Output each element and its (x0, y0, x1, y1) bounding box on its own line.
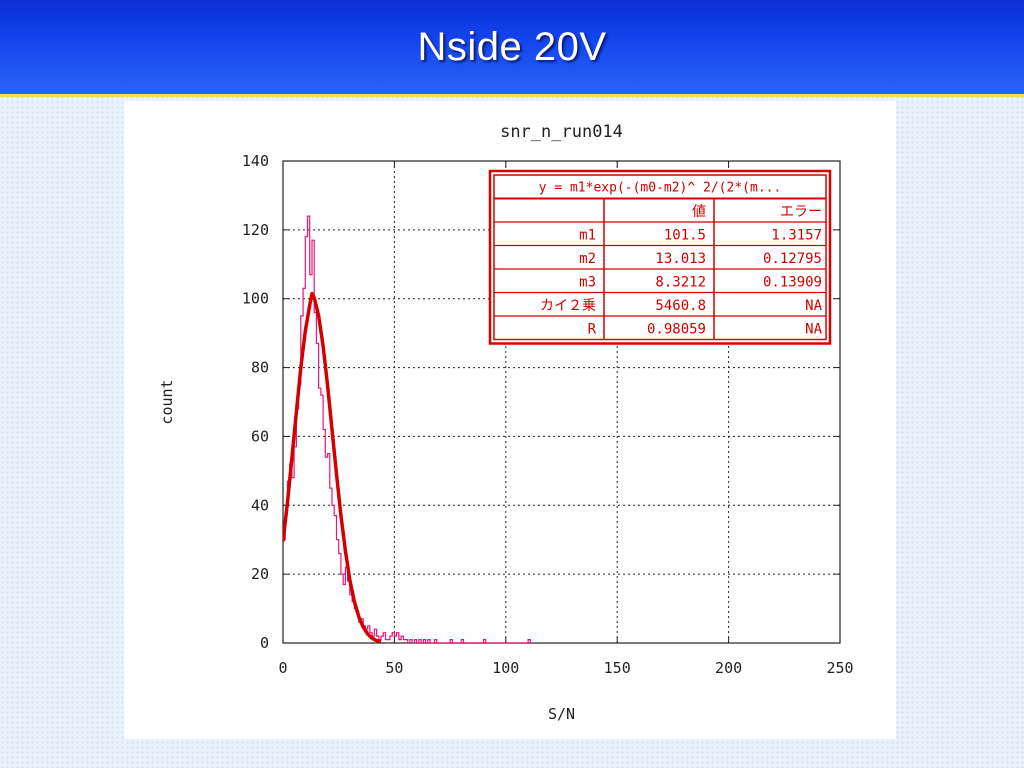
fit-table-header: エラー (780, 204, 822, 220)
y-tick-label: 100 (242, 290, 269, 308)
fit-table-cell: NA (805, 322, 822, 338)
fit-table-cell: 13.013 (655, 251, 706, 267)
fit-table-cell: m3 (579, 275, 596, 291)
x-axis-label: S/N (548, 705, 575, 723)
y-tick-label: 20 (251, 565, 269, 583)
plot-frame (282, 160, 841, 644)
fit-table-cell: 0.13909 (763, 275, 822, 291)
slide-title: Nside 20V (417, 24, 607, 69)
fit-table-cell: カイ２乗 (540, 298, 596, 314)
x-tick-label: 200 (715, 659, 742, 677)
fit-table-cell: NA (805, 298, 822, 314)
x-tick-label: 0 (278, 659, 287, 677)
x-tick-label: 150 (604, 659, 631, 677)
fit-table-cell: 8.3212 (655, 275, 706, 291)
y-tick-label: 0 (260, 634, 269, 652)
fit-table-inner-frame (493, 174, 827, 341)
fit-table-cell: 1.3157 (771, 228, 822, 244)
y-tick-label: 80 (251, 359, 269, 377)
y-tick-label: 140 (242, 152, 269, 170)
fit-curve-series (283, 291, 382, 643)
fit-table-cell: R (588, 322, 597, 338)
fit-table-cell: 101.5 (664, 228, 706, 244)
fit-table-cell: m2 (579, 251, 596, 267)
fit-table-frame (488, 169, 832, 345)
fit-formula: y = m1*exp(-(m0-m2)^ 2/(2*(m... (539, 181, 782, 196)
fit-table-cell: 5460.8 (655, 298, 706, 314)
plot-panel: snr_n_run014 0 50 100 150 200 250 0 20 40 60 80 100 1… (124, 101, 896, 739)
histogram-series (283, 215, 533, 643)
fit-table-cell: m1 (579, 228, 596, 244)
x-tick-label: 100 (492, 659, 519, 677)
fit-table-cell: 0.12795 (763, 251, 822, 267)
fit-table-header: 値 (692, 204, 706, 220)
slide-title-bar: Nside 20V (0, 0, 1024, 97)
chart: snr_n_run014 0 50 100 150 200 250 0 20 40 60 80 100 1… (158, 122, 854, 723)
chart-title: snr_n_run014 (500, 122, 623, 142)
y-tick-label: 40 (251, 496, 269, 514)
x-tick-label: 50 (385, 659, 403, 677)
fit-table-cell: 0.98059 (647, 322, 706, 338)
y-tick-label: 60 (251, 427, 269, 445)
y-axis-label: count (158, 379, 176, 424)
x-tick-label: 250 (826, 659, 853, 677)
y-tick-label: 120 (242, 221, 269, 239)
